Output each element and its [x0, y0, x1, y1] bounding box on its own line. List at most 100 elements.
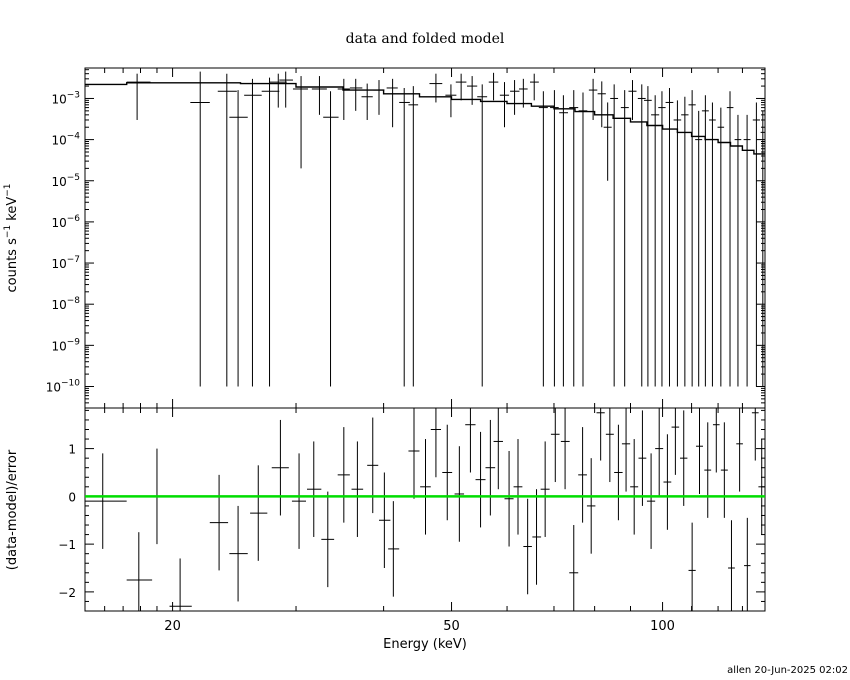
y-tick-label: −1	[58, 538, 76, 552]
residual-data-point	[475, 431, 486, 528]
residual-data-point	[614, 424, 623, 521]
y-tick-label: −2	[58, 586, 76, 600]
residual-data-point	[744, 517, 751, 611]
spectrum-data-point	[190, 71, 210, 387]
residual-data-point	[688, 522, 696, 611]
y-tick-label: 10−3	[51, 90, 80, 106]
residuals-frame	[84, 407, 766, 612]
residual-data-point	[550, 408, 560, 483]
x-axis-label: Energy (keV)	[383, 637, 467, 652]
spectrum-data-point	[603, 102, 612, 181]
spectrum-data-point	[455, 73, 467, 101]
spectrum-data-point	[269, 73, 287, 108]
spectrum-data-point	[559, 95, 569, 387]
residual-data-point	[663, 434, 672, 530]
y-label-sup-1: −1	[3, 225, 13, 238]
residual-data-point	[442, 424, 453, 521]
residual-data-point	[229, 505, 248, 602]
residuals-ticks: 20 50 100 −2 −1 0 1	[58, 408, 766, 634]
residual-data-point	[420, 439, 431, 535]
y-tick-exponent: −4	[67, 132, 81, 142]
residual-data-point	[532, 489, 542, 585]
y-tick-label: 10−5	[51, 173, 80, 189]
spectrum-data-point	[429, 73, 443, 103]
residual-data-point	[523, 498, 532, 595]
residual-data-point	[630, 439, 639, 535]
residual-data-point	[379, 472, 391, 569]
y-tick-mantissa: 10	[51, 175, 66, 189]
spectrum-data-point	[673, 100, 682, 387]
residual-data-point	[321, 491, 335, 588]
spectrum-data-point	[569, 90, 579, 387]
residual-data-point	[728, 520, 735, 611]
spectrum-data-point	[386, 78, 398, 128]
spectrum-ticks: 10−310−410−510−610−710−810−910−10	[46, 68, 766, 409]
spectrum-y-axis-label: counts s−1 keV−1	[3, 183, 20, 292]
residuals-panel: 20 50 100 −2 −1 0 1 (data-model)/error Energy …	[5, 407, 766, 652]
spectrum-data-point	[279, 71, 293, 108]
spectrum-data-point	[658, 91, 666, 387]
spectrum-data-point	[651, 95, 660, 387]
y-tick-label: 0	[68, 490, 76, 504]
chart-title: data and folded model	[346, 31, 505, 47]
residual-data-point	[569, 525, 579, 611]
residual-data-point	[638, 410, 647, 506]
spectrum-data-point	[229, 90, 248, 387]
residual-data-point	[485, 419, 496, 516]
residual-data-point	[605, 408, 614, 483]
residual-data-point	[291, 453, 307, 549]
residual-data-point	[271, 419, 289, 516]
spectrum-data-point	[760, 110, 765, 387]
y-label-sup-2: −1	[3, 183, 13, 196]
residual-data-point	[430, 408, 442, 478]
spectrum-data-point	[217, 73, 237, 387]
spectrum-data-point	[665, 87, 674, 387]
residual-data-point	[250, 465, 268, 561]
residual-data-point	[621, 408, 631, 492]
spectrum-data-point	[709, 102, 716, 387]
residual-data-point	[758, 439, 765, 535]
spectrum-data-points	[126, 71, 765, 387]
y-tick-exponent: −10	[61, 378, 80, 388]
y-tick-mantissa: 10	[51, 298, 66, 312]
spectrum-data-point	[637, 84, 646, 387]
residuals-y-axis-label: (data-model)/error	[5, 449, 20, 570]
y-tick-exponent: −3	[67, 90, 80, 100]
spectrum-data-point	[399, 87, 410, 387]
spectrum-data-point	[644, 86, 652, 387]
residual-data-point	[695, 408, 703, 494]
y-tick-mantissa: 10	[51, 257, 66, 271]
spectrum-data-point	[530, 73, 539, 101]
spectrum-data-point	[323, 91, 339, 387]
residual-data-point	[586, 458, 596, 554]
residual-data-point	[540, 441, 550, 537]
spectrum-data-point	[510, 80, 520, 115]
residual-data-point	[736, 408, 743, 492]
x-tick-label: 100	[650, 619, 675, 634]
residual-data-point	[751, 408, 759, 461]
spectrum-data-point	[620, 90, 629, 387]
residual-data-point	[646, 453, 656, 549]
spectrum-data-point	[126, 73, 151, 120]
spectrum-panel: 10−310−410−510−610−710−810−910−10 counts…	[3, 67, 766, 409]
spectrum-data-point	[752, 102, 760, 387]
spectrum-data-point	[588, 78, 598, 120]
residual-data-point	[671, 408, 680, 475]
spectrum-data-point	[695, 110, 703, 387]
residual-data-point	[680, 410, 688, 506]
spectrum-data-point	[681, 96, 689, 387]
residual-data-point	[655, 408, 664, 497]
y-tick-exponent: −6	[67, 214, 81, 224]
spectrum-data-point	[726, 91, 734, 387]
residual-data-point	[465, 408, 476, 473]
residual-data-point	[504, 450, 514, 547]
spectrum-data-point	[538, 91, 548, 387]
y-label-text-2: keV	[5, 197, 20, 225]
residual-data-point	[351, 441, 364, 537]
residual-data-point	[578, 427, 587, 523]
spectrum-data-point	[261, 77, 280, 387]
y-tick-exponent: −7	[67, 255, 80, 265]
spectrum-data-point	[518, 78, 528, 108]
y-tick-mantissa: 10	[46, 380, 61, 394]
y-tick-exponent: −5	[67, 173, 80, 183]
